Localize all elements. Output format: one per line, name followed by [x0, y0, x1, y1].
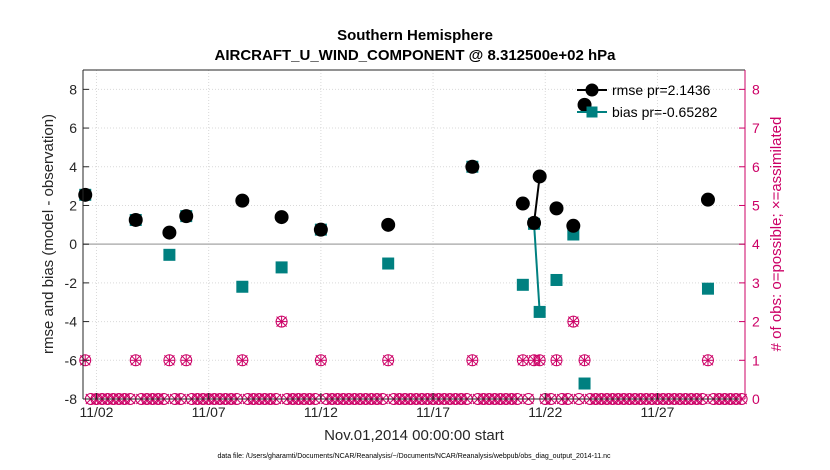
bias-point [533, 305, 546, 318]
y-tick-label: 6 [69, 120, 77, 136]
footnote: data file: /Users/gharamti/Documents/NCA… [217, 453, 611, 460]
y-right-tick-label: 1 [752, 352, 760, 368]
rmse-point [313, 222, 328, 237]
y-tick-label: -4 [65, 314, 78, 330]
y-tick-label: 8 [69, 81, 77, 97]
y-right-tick-label: 2 [752, 314, 760, 330]
x-tick-label: 11/22 [528, 404, 562, 420]
rmse-line [533, 176, 541, 224]
y-tick-label: 0 [69, 236, 77, 252]
y-axis-label: rmse and bias (model - observation) [40, 114, 57, 354]
bias-point [236, 280, 249, 293]
chart-subtitle: AIRCRAFT_U_WIND_COMPONENT @ 8.312500e+02… [215, 47, 617, 64]
rmse-point [527, 215, 542, 230]
x-tick-label: 11/02 [79, 404, 113, 420]
rmse-point [465, 159, 480, 174]
plot-area [83, 70, 745, 399]
rmse-point [162, 225, 177, 240]
y-axis-right-label: # of obs: o=possible; ×=assimilated [768, 117, 785, 352]
bias-point [382, 257, 395, 270]
y-tick-label: 4 [69, 159, 77, 175]
x-tick-label: 11/07 [192, 404, 226, 420]
y-tick-label: 2 [69, 197, 77, 213]
rmse-point [235, 193, 250, 208]
rmse-point [381, 217, 396, 232]
legend-rmse-marker [585, 83, 599, 97]
y-right-tick-label: 8 [752, 81, 760, 97]
plot-frame [82, 69, 746, 400]
legend: rmse pr=2.1436 bias pr=-0.65282 [577, 82, 718, 120]
axis-ticks: 11/02 11/07 11/12 11/17 11/22 11/27 -8 -6 -4 -2 0 2… [65, 81, 760, 420]
y-tick-label: -2 [65, 275, 78, 291]
bias-point [275, 261, 288, 274]
rmse-point [274, 210, 289, 225]
y-right-tick-label: 0 [752, 391, 760, 407]
rmse-point [179, 209, 194, 224]
bias-point [163, 248, 176, 261]
bias-line [533, 223, 541, 312]
y-tick-label: -8 [65, 391, 78, 407]
y-right-tick-label: 4 [752, 236, 760, 252]
legend-bias-marker [586, 106, 598, 118]
y-right-tick-label: 3 [752, 275, 760, 291]
y-right-tick-label: 6 [752, 159, 760, 175]
rmse-point [515, 196, 530, 211]
bias-point [701, 282, 714, 295]
y-tick-label: -6 [65, 352, 78, 368]
rmse-point [78, 187, 93, 202]
rmse-point [566, 218, 581, 233]
bias-point [578, 377, 591, 390]
chart-title: Southern Hemisphere [337, 27, 493, 44]
y-right-tick-label: 5 [752, 197, 760, 213]
legend-bias-label: bias pr=-0.65282 [612, 104, 718, 120]
series-markers [78, 97, 715, 390]
bias-point [550, 273, 563, 286]
legend-rmse-label: rmse pr=2.1436 [612, 82, 711, 98]
rmse-point [549, 201, 564, 216]
x-tick-label: 11/12 [304, 404, 338, 420]
rmse-point [700, 192, 715, 207]
rmse-point [532, 169, 547, 184]
x-tick-label: 11/27 [640, 404, 674, 420]
y-right-tick-label: 7 [752, 120, 760, 136]
bias-point [516, 278, 529, 291]
series-lines [533, 176, 541, 312]
x-axis-label: Nov.01,2014 00:00:00 start [324, 427, 505, 444]
rmse-point [128, 212, 143, 227]
x-tick-label: 11/17 [416, 404, 450, 420]
